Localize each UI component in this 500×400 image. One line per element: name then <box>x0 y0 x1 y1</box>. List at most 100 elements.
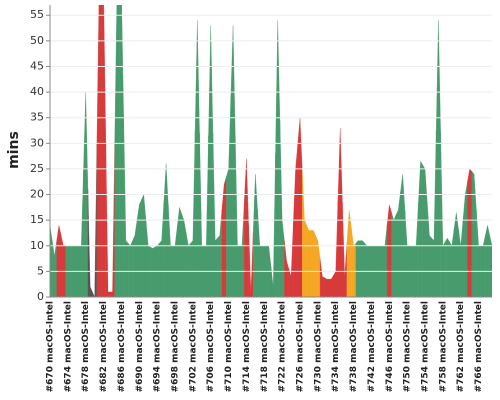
x-tick-label: #674 macOS-Intel <box>63 301 73 392</box>
x-tick-label: #714 macOS-Intel <box>242 301 252 392</box>
area-segment <box>203 135 209 297</box>
y-tick-label: 30 <box>30 136 44 149</box>
area-segment <box>386 204 392 297</box>
area-segment <box>110 140 115 297</box>
area-segment <box>476 209 481 297</box>
area-segment <box>186 232 191 297</box>
area-segment <box>480 235 486 297</box>
x-tick-label: #750 macOS-Intel <box>403 301 413 392</box>
area-segment <box>360 240 365 297</box>
y-tick-label: 5 <box>37 264 44 277</box>
y-tick-label: 40 <box>30 85 44 98</box>
area-segment <box>355 240 361 297</box>
area-segment <box>123 115 129 297</box>
area-segment <box>244 158 249 297</box>
area-segment <box>275 20 281 297</box>
area-segment <box>395 191 401 297</box>
y-tick-label: 10 <box>30 239 44 252</box>
area-segment <box>194 20 200 297</box>
x-tick-label: #730 macOS-Intel <box>313 301 323 392</box>
area-segment <box>311 230 316 297</box>
x-tick-label: #758 macOS-Intel <box>438 301 448 392</box>
area-segment <box>351 227 356 297</box>
x-tick-label: #682 macOS-Intel <box>99 301 109 392</box>
x-tick-label: #690 macOS-Intel <box>135 301 145 392</box>
x-tick-label: #678 macOS-Intel <box>81 301 91 392</box>
area-segment <box>101 5 106 297</box>
area-segment <box>279 120 285 297</box>
area-segment <box>248 225 254 297</box>
area-segment <box>391 212 397 297</box>
x-tick-label: #702 macOS-Intel <box>188 301 198 392</box>
area-segment <box>436 20 441 297</box>
area-segment <box>235 135 240 297</box>
area-segment <box>328 274 334 297</box>
area-segment <box>324 277 330 297</box>
area-segment <box>333 199 339 297</box>
area-segment <box>449 229 455 297</box>
area-segment <box>485 225 490 297</box>
area-segment <box>427 202 432 297</box>
area-segment <box>150 246 156 297</box>
area-segment <box>119 5 124 297</box>
area-segment <box>306 225 312 297</box>
area-segment <box>159 202 164 297</box>
area-segment <box>226 97 231 297</box>
area-segment <box>177 207 182 297</box>
x-tick-label: #766 macOS-Intel <box>474 301 484 392</box>
x-tick-label: #734 macOS-Intel <box>331 301 341 392</box>
area-segment <box>145 220 151 297</box>
x-tick-label: #718 macOS-Intel <box>260 301 270 392</box>
area-segment <box>458 220 464 297</box>
x-tick-label: #722 macOS-Intel <box>278 301 288 392</box>
area-segment <box>431 130 437 297</box>
area-segment <box>462 181 468 297</box>
area-segment <box>172 226 178 297</box>
area-segment <box>400 174 406 297</box>
area-segment <box>136 199 142 297</box>
area-segment <box>239 202 245 297</box>
area-segment <box>404 209 410 297</box>
y-tick-label: 50 <box>30 34 44 47</box>
area-segment <box>212 133 218 297</box>
area-segment <box>105 140 111 297</box>
y-tick-label: 0 <box>37 290 44 303</box>
area-segment <box>168 204 173 297</box>
area-segment <box>346 209 352 297</box>
area-segment <box>52 240 57 297</box>
y-tick-label: 15 <box>30 213 44 226</box>
area-segment <box>422 164 428 297</box>
x-tick-label: #754 macOS-Intel <box>421 301 431 392</box>
area-segment <box>199 133 205 297</box>
area-segment <box>467 168 473 297</box>
area-segment <box>127 240 133 297</box>
area-segment <box>181 213 187 297</box>
x-tick-label: #686 macOS-Intel <box>117 301 127 392</box>
x-tick-label: #762 macOS-Intel <box>456 301 466 392</box>
area-segment <box>284 240 290 297</box>
y-tick-label: 35 <box>30 111 44 124</box>
area-segment <box>413 203 419 297</box>
area-segment <box>221 176 227 297</box>
area-segment <box>56 225 62 297</box>
area-segment <box>297 117 303 297</box>
area-segment <box>342 202 348 297</box>
area-segment <box>252 174 258 297</box>
x-tick-label: #670 macOS-Intel <box>46 301 56 392</box>
area-segment <box>444 237 450 297</box>
area-segment <box>453 212 459 297</box>
area-segment <box>208 25 214 297</box>
area-segment <box>114 5 120 297</box>
plot-area <box>50 5 492 297</box>
area-segment <box>132 220 138 297</box>
area-segment <box>382 225 388 297</box>
x-tick-label: #698 macOS-Intel <box>171 301 181 392</box>
area-segment <box>418 160 423 297</box>
x-tick-label: #706 macOS-Intel <box>206 301 216 392</box>
area-segment <box>364 242 370 297</box>
area-segment <box>190 130 196 297</box>
area-segment <box>288 222 294 297</box>
y-tick-label: 45 <box>30 59 44 72</box>
y-tick-label: 20 <box>30 188 44 201</box>
y-tick-label: 25 <box>30 162 44 175</box>
